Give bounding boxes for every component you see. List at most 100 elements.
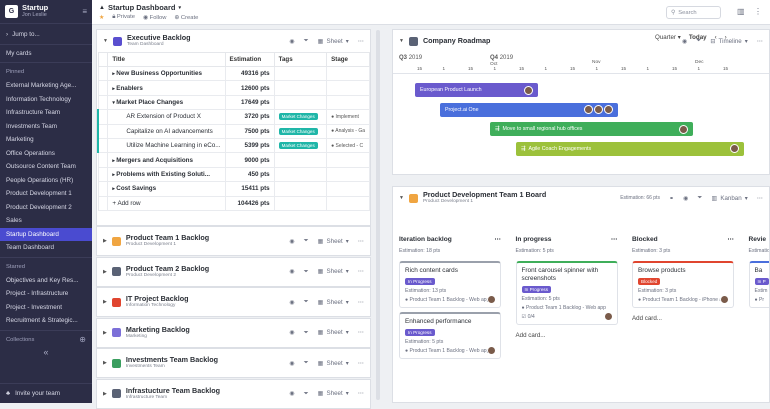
col-estimation[interactable]: Estimation (225, 53, 274, 67)
timeline-bar[interactable]: Project.ai One (440, 103, 618, 117)
timeline-bar[interactable]: ⇶Agile Coach Engagements (516, 142, 744, 156)
filter-icon[interactable]: ⏷ (304, 268, 309, 276)
expand-caret-icon[interactable]: ▶ (103, 330, 107, 336)
sidebar-item[interactable]: Objectives and Key Res... (0, 274, 92, 288)
view-selector[interactable]: ▦Sheet▾ (318, 299, 349, 306)
layout-icon[interactable]: ▥ (737, 7, 745, 16)
expand-caret-icon[interactable]: ▶ (103, 269, 107, 275)
filter-icon[interactable]: ⏷ (304, 329, 309, 337)
add-row-cell[interactable]: + Add row (108, 196, 225, 210)
table-row[interactable]: ▸ Problems with Existing Soluti...450 pt… (98, 167, 370, 181)
more-icon[interactable]: ⋯ (727, 235, 734, 243)
col-stage[interactable]: Stage (327, 53, 370, 67)
jump-to[interactable]: ›Jump to... (0, 28, 92, 42)
sidebar-item[interactable]: Outsource Content Team (0, 160, 92, 174)
sidebar-item[interactable]: Infrastructure Team (0, 106, 92, 120)
filter-icon[interactable]: ⏷ (304, 390, 309, 398)
more-icon[interactable]: ⋯ (358, 360, 364, 367)
view-selector[interactable]: ▦Sheet▾ (318, 238, 349, 245)
more-icon[interactable]: ⋯ (358, 268, 364, 275)
private-toggle[interactable]: 🔒︎ Private (112, 14, 135, 21)
hamburger-icon[interactable]: ≡ (82, 7, 87, 16)
eye-icon[interactable]: ◉ (289, 268, 294, 275)
col-tags[interactable]: Tags (274, 53, 326, 67)
eye-icon[interactable]: ◉ (289, 329, 294, 336)
row-handle[interactable] (98, 110, 108, 124)
sidebar-item[interactable]: Product Development 2 (0, 201, 92, 215)
collapse-caret-icon[interactable]: ▼ (399, 195, 404, 201)
view-selector[interactable]: ▦Sheet▾ (318, 38, 349, 45)
more-icon[interactable]: ⋯ (358, 238, 364, 245)
link-icon[interactable]: ⚭ (669, 195, 674, 202)
filter-icon[interactable]: ⏷ (698, 194, 703, 202)
more-icon[interactable]: ⋯ (611, 235, 618, 243)
panel-title[interactable]: Product Team 1 Backlog (126, 234, 209, 242)
row-handle[interactable] (98, 81, 108, 95)
view-selector[interactable]: ▦Sheet▾ (318, 360, 349, 367)
create-button[interactable]: ⊕ Create (174, 15, 198, 21)
follow-button[interactable]: ◉ Follow (143, 15, 166, 21)
timeline-bar[interactable]: European Product Launch (415, 83, 538, 97)
filter-icon[interactable]: ⏷ (304, 298, 309, 306)
add-card-button[interactable]: Add card... (632, 315, 734, 322)
my-cards[interactable]: My cards (0, 47, 92, 61)
more-icon[interactable]: ⋯ (358, 390, 364, 397)
sidebar-item[interactable]: Sales (0, 214, 92, 228)
sidebar-item[interactable]: Marketing (0, 133, 92, 147)
view-selector[interactable]: ▦Sheet▾ (318, 268, 349, 275)
more-icon[interactable]: ⋯ (494, 235, 501, 243)
filter-icon[interactable]: ⏷ (304, 359, 309, 367)
more-icon[interactable]: ⋯ (757, 38, 763, 45)
collapse-sidebar-icon[interactable]: « (0, 347, 92, 357)
search-input[interactable]: ⚲Search (666, 6, 721, 19)
prev-icon[interactable]: ‹ (715, 34, 717, 41)
sidebar-item[interactable]: Team Dashboard (0, 241, 92, 255)
sidebar-item[interactable]: Recruitment & Strategic... (0, 314, 92, 328)
add-collection-icon[interactable]: ⊕ (79, 335, 86, 344)
chevron-down-icon[interactable]: ▾ (178, 5, 181, 11)
view-selector[interactable]: ▥Kanban▾ (712, 195, 748, 202)
more-icon[interactable]: ⋯ (757, 195, 763, 202)
row-handle[interactable] (98, 167, 108, 181)
row-handle[interactable] (98, 153, 108, 167)
panel-title[interactable]: Infrastucture Team Backlog (126, 387, 220, 395)
star-icon[interactable]: ★ (99, 15, 104, 21)
table-row[interactable]: Utilize Machine Learning in eCo...5399 p… (98, 138, 370, 152)
timeline-bar[interactable]: ⇶Move to small regional hub offices (490, 122, 693, 136)
panel-title[interactable]: Investments Team Backlog (126, 356, 218, 364)
sidebar-item[interactable]: Project - Infrastructure (0, 287, 92, 301)
eye-icon[interactable]: ◉ (683, 195, 688, 202)
zoom-selector[interactable]: Quarter ▾ (655, 34, 681, 41)
expand-caret-icon[interactable]: ▶ (103, 360, 107, 366)
next-icon[interactable]: › (725, 34, 727, 41)
scrollbar[interactable] (376, 30, 380, 400)
expand-caret-icon[interactable]: ▶ (103, 391, 107, 397)
sidebar-item[interactable]: Office Operations (0, 147, 92, 161)
expand-caret-icon[interactable]: ▶ (103, 238, 107, 244)
filter-icon[interactable]: ⏷ (304, 37, 309, 45)
row-handle[interactable] (98, 138, 108, 152)
panel-title[interactable]: Product Team 2 Backlog (126, 265, 209, 273)
sidebar-item[interactable]: Project - Investment (0, 301, 92, 315)
eye-icon[interactable]: ◉ (289, 390, 294, 397)
invite-team[interactable]: ♣ Invite your team (0, 383, 92, 403)
filter-icon[interactable]: ⏷ (304, 237, 309, 245)
more-icon[interactable]: ⋯ (358, 38, 364, 45)
eye-icon[interactable]: ◉ (289, 360, 294, 367)
sidebar-item[interactable]: People Operations (HR) (0, 174, 92, 188)
view-selector[interactable]: ▦Sheet▾ (318, 329, 349, 336)
row-handle[interactable] (98, 95, 108, 109)
sidebar-item[interactable]: Product Development 1 (0, 187, 92, 201)
col-title[interactable]: Title (108, 53, 225, 67)
eye-icon[interactable]: ◉ (289, 238, 294, 245)
expand-caret-icon[interactable]: ▶ (103, 299, 107, 305)
